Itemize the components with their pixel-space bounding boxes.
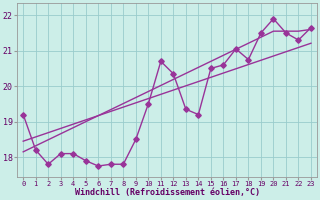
X-axis label: Windchill (Refroidissement éolien,°C): Windchill (Refroidissement éolien,°C) [75,188,260,197]
